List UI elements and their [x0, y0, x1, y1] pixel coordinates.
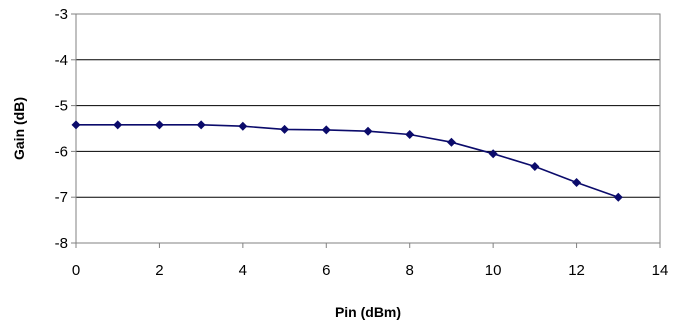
- x-tick-label: 14: [652, 262, 669, 279]
- data-point-marker: [488, 149, 498, 159]
- data-point-marker: [363, 126, 373, 136]
- y-tick-label: -4: [55, 52, 68, 69]
- x-tick-label: 8: [406, 262, 414, 279]
- data-point-marker: [196, 120, 206, 130]
- data-point-marker: [238, 121, 248, 131]
- y-tick-label: -3: [55, 6, 68, 23]
- y-tick-label: -5: [55, 98, 68, 115]
- x-tick-label: 4: [239, 262, 247, 279]
- data-point-marker: [71, 120, 81, 130]
- series-layer: [71, 120, 623, 202]
- data-point-marker: [446, 137, 456, 147]
- data-point-marker: [280, 124, 290, 134]
- x-axis-title: Pin (dBm): [335, 304, 401, 320]
- y-tick-label: -7: [55, 189, 68, 206]
- data-point-marker: [154, 120, 164, 130]
- data-point-marker: [321, 125, 331, 135]
- x-tick-label: 0: [72, 262, 80, 279]
- series-line: [76, 124, 619, 198]
- data-point-marker: [113, 120, 123, 130]
- data-point-marker: [530, 162, 540, 172]
- x-tick-label: 6: [322, 262, 330, 279]
- y-axis-title: Gain (dB): [11, 97, 27, 160]
- axes: -8 -7 -6 -5 -4 -3 0 2 4 6 8 10 12 14: [55, 6, 669, 279]
- data-point-marker: [613, 192, 623, 202]
- y-tick-label: -8: [55, 235, 68, 252]
- x-tick-label: 12: [568, 262, 585, 279]
- x-tick-label: 10: [485, 262, 502, 279]
- grid-lines: [76, 59, 660, 198]
- y-tick-label: -6: [55, 143, 68, 160]
- x-tick-label: 2: [155, 262, 163, 279]
- data-point-marker: [405, 129, 415, 139]
- data-point-marker: [572, 178, 582, 188]
